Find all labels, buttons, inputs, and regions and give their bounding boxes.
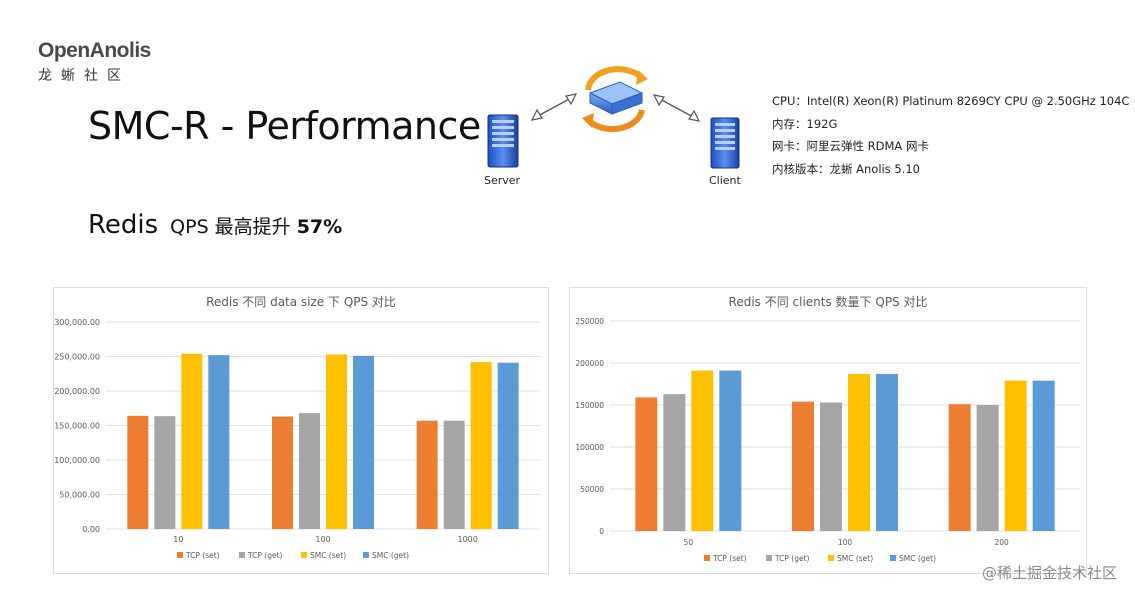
chart-data-size: Redis 不同 data size 下 QPS 对比 0.00 50,000.00… bbox=[53, 287, 549, 574]
x-tick-label: 50 bbox=[684, 538, 694, 547]
bar bbox=[635, 397, 658, 531]
bar bbox=[416, 420, 438, 529]
y-tick-label: 50,000.00 bbox=[59, 491, 100, 500]
y-tick-label: 0 bbox=[599, 527, 604, 536]
headline: Redis QPS 最高提升 57% bbox=[88, 210, 342, 240]
x-tick-label: 1000 bbox=[457, 535, 477, 544]
legend-swatch bbox=[890, 555, 896, 561]
y-tick-label: 200000 bbox=[575, 359, 604, 368]
y-tick-label: 0.00 bbox=[82, 525, 100, 534]
headline-redis: Redis bbox=[88, 210, 159, 240]
logo-subtitle: 龙蜥社区 bbox=[38, 68, 130, 84]
server-icon bbox=[487, 114, 519, 168]
spec-cpu: CPU：Intel(R) Xeon(R) Platinum 8269CY CPU… bbox=[772, 94, 1130, 108]
y-tick-label: 150,000.00 bbox=[54, 422, 100, 431]
y-tick-label: 150000 bbox=[575, 401, 604, 410]
legend-label: TCP (set) bbox=[712, 554, 747, 563]
bar bbox=[326, 354, 347, 529]
chart-title: Redis 不同 clients 数量下 QPS 对比 bbox=[729, 294, 928, 309]
openanolis-logo: OpenAnolis 龙蜥社区 bbox=[38, 40, 151, 85]
bar bbox=[443, 420, 465, 529]
y-tick-label: 300,000.00 bbox=[54, 318, 100, 327]
chart-title: Redis 不同 data size 下 QPS 对比 bbox=[206, 295, 396, 309]
watermark: @稀土掘金技术社区 bbox=[981, 564, 1117, 582]
bar bbox=[181, 353, 203, 529]
bar bbox=[272, 416, 293, 529]
client-label: Client bbox=[709, 174, 742, 187]
legend-swatch bbox=[177, 552, 183, 558]
headline-qps: QPS 最高提升 bbox=[170, 216, 291, 238]
chart-data-size-svg: Redis 不同 data size 下 QPS 对比 0.00 50,000.00… bbox=[54, 295, 540, 560]
legend-swatch bbox=[766, 555, 772, 561]
bar bbox=[353, 355, 374, 529]
spec-memory: 内存：192G bbox=[772, 116, 838, 131]
legend-label: SMC (get) bbox=[372, 551, 409, 560]
x-tick-label: 10 bbox=[173, 535, 183, 544]
chart-clients-svg: Redis 不同 clients 数量下 QPS 对比 0 50000 100000 1… bbox=[575, 294, 1080, 563]
bar bbox=[154, 416, 176, 529]
bar bbox=[470, 362, 492, 529]
bar bbox=[848, 373, 870, 531]
bar bbox=[1032, 380, 1055, 531]
legend-label: SMC (get) bbox=[899, 554, 936, 563]
y-tick-label: 100,000.00 bbox=[54, 456, 100, 465]
x-tick-label: 100 bbox=[838, 538, 853, 547]
bar bbox=[876, 373, 898, 531]
client-icon bbox=[710, 117, 740, 169]
y-tick-label: 200,000.00 bbox=[54, 387, 100, 396]
legend-label: SMC (set) bbox=[837, 554, 873, 563]
bar bbox=[792, 401, 814, 531]
switch-icon bbox=[582, 66, 648, 133]
legend-swatch bbox=[704, 555, 710, 561]
bar bbox=[663, 394, 686, 531]
y-tick-label: 100000 bbox=[575, 443, 604, 452]
server-label: Server bbox=[484, 174, 521, 187]
legend-swatch bbox=[239, 552, 245, 558]
chart-clients: Redis 不同 clients 数量下 QPS 对比 0 50000 100000 1… bbox=[569, 287, 1087, 574]
legend-swatch bbox=[301, 552, 307, 558]
legend-label: TCP (get) bbox=[774, 554, 810, 563]
spec-nic: 网卡：阿里云弹性 RDMA 网卡 bbox=[772, 139, 929, 153]
page-title: SMC-R - Performance bbox=[88, 104, 481, 148]
topology-diagram: Server Client bbox=[484, 66, 742, 187]
y-tick-label: 50000 bbox=[580, 485, 604, 494]
bar bbox=[127, 415, 149, 529]
bar bbox=[820, 402, 842, 531]
x-tick-label: 200 bbox=[995, 538, 1010, 547]
switch-client-arrow bbox=[652, 94, 701, 122]
bar bbox=[719, 370, 742, 531]
logo-wordmark: OpenAnolis bbox=[38, 39, 151, 62]
bar bbox=[691, 370, 714, 531]
bar bbox=[497, 362, 519, 529]
y-tick-label: 250,000.00 bbox=[54, 353, 100, 362]
bar bbox=[976, 405, 999, 531]
server-switch-arrow bbox=[530, 93, 578, 121]
y-tick-label: 250000 bbox=[575, 317, 604, 326]
bar bbox=[948, 404, 971, 531]
headline-percent: 57% bbox=[296, 216, 343, 238]
bar bbox=[208, 355, 230, 529]
legend-label: SMC (set) bbox=[310, 551, 346, 560]
legend-label: TCP (get) bbox=[247, 551, 283, 560]
x-tick-label: 100 bbox=[315, 535, 330, 544]
legend-swatch bbox=[828, 555, 834, 561]
hardware-specs: CPU：Intel(R) Xeon(R) Platinum 8269CY CPU… bbox=[772, 90, 1129, 180]
spec-kernel: 内核版本：龙蜥 Anolis 5.10 bbox=[772, 161, 920, 176]
legend-swatch bbox=[363, 552, 369, 558]
legend-label: TCP (set) bbox=[185, 551, 220, 560]
bar bbox=[299, 413, 320, 529]
bar bbox=[1004, 380, 1027, 531]
